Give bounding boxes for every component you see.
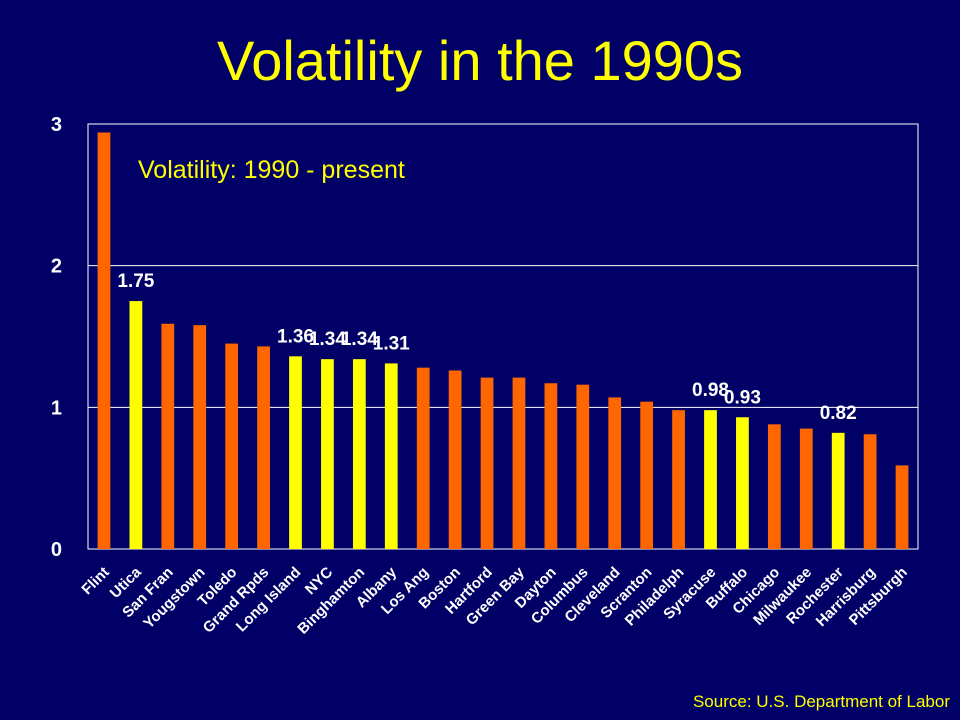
bar-rochester bbox=[831, 432, 845, 549]
bars bbox=[97, 132, 909, 549]
data-label: 0.98 bbox=[692, 380, 729, 401]
bar-chicago bbox=[767, 424, 781, 549]
data-label: 1.34 bbox=[309, 329, 346, 350]
bar-harrisburg bbox=[863, 434, 877, 549]
bar-utica bbox=[129, 301, 143, 549]
bar-nyc bbox=[321, 359, 334, 549]
bar-flint bbox=[97, 132, 111, 549]
bar-yougstown bbox=[193, 325, 207, 549]
bar-long-island bbox=[289, 356, 302, 549]
bar-san-fran bbox=[161, 323, 175, 549]
bar-milwaukee bbox=[799, 428, 813, 549]
x-tick-label: Flint bbox=[78, 564, 112, 598]
slide-title: Volatility in the 1990s bbox=[216, 29, 744, 92]
gridlines bbox=[88, 265, 918, 408]
y-tick-label: 1 bbox=[51, 397, 62, 419]
data-labels: 1.751.361.341.341.310.980.930.82 bbox=[117, 271, 856, 424]
bar-binghamton bbox=[352, 359, 366, 549]
bar-albany bbox=[384, 363, 398, 549]
data-label: 1.34 bbox=[341, 329, 378, 350]
y-tick-label: 2 bbox=[51, 256, 62, 278]
bar-pittsburgh bbox=[895, 465, 909, 549]
bar-los-ang bbox=[416, 367, 430, 549]
data-label: 1.75 bbox=[117, 271, 154, 292]
bar-green-bay bbox=[512, 377, 526, 549]
data-label: 0.82 bbox=[820, 403, 857, 424]
bar-toledo bbox=[225, 343, 239, 549]
chart-annotation: Volatility: 1990 - present bbox=[138, 156, 405, 184]
y-tick-label: 0 bbox=[51, 539, 62, 561]
bar-hartford bbox=[480, 377, 494, 549]
data-label: 1.31 bbox=[373, 333, 410, 354]
bar-grand-rpds bbox=[257, 346, 270, 549]
bar-syracuse bbox=[704, 410, 717, 549]
data-label: 0.93 bbox=[724, 387, 761, 408]
bar-columbus bbox=[576, 384, 590, 549]
data-label: 1.36 bbox=[277, 326, 314, 347]
bar-boston bbox=[448, 370, 462, 549]
bar-philadelph bbox=[672, 410, 685, 549]
source-note: Source: U.S. Department of Labor bbox=[692, 692, 950, 711]
y-tick-label: 3 bbox=[51, 114, 62, 136]
plot-frame bbox=[87, 123, 919, 550]
bar-scranton bbox=[640, 401, 654, 549]
bar-dayton bbox=[544, 383, 558, 549]
bar-buffalo bbox=[736, 417, 749, 549]
y-axis-ticks: 0 1 2 3 bbox=[51, 114, 62, 561]
bar-cleveland bbox=[608, 397, 622, 549]
